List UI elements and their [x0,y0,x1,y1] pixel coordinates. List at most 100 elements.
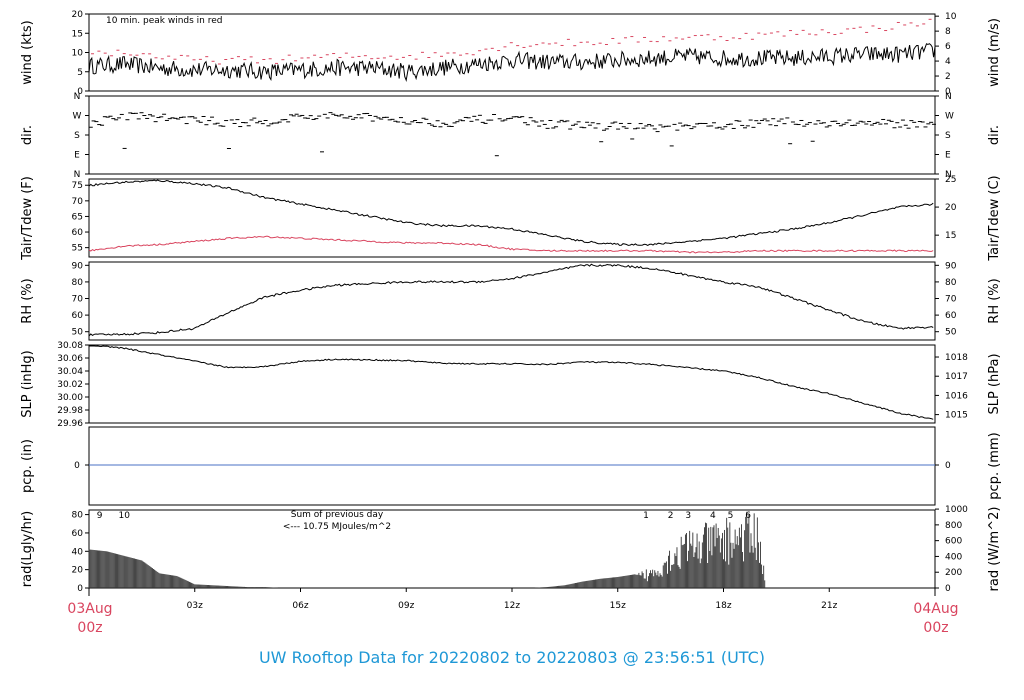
dir-ytick-right: E [945,151,951,161]
rh-ytick-right: 70 [945,295,957,305]
radiation-hour-marker: 5 [728,511,734,521]
rh-ytick-right: 80 [945,278,957,288]
dir-ytick-right: S [945,131,951,141]
temperature-ytick-left: 55 [72,244,83,254]
precip-ylabel-right: pcp. (mm) [987,432,1002,499]
radiation-ytick-right: 200 [945,568,962,578]
pressure-ytick-left: 30.08 [57,341,83,351]
left-date: 03Aug [67,601,113,617]
wind-annotation: 10 min. peak winds in red [106,16,223,26]
rh-ylabel-right: RH (%) [987,278,1002,323]
rh-line [88,263,934,337]
wind-ylabel-right: wind (m/s) [987,18,1002,87]
rh-ytick-left: 80 [72,278,84,288]
radiation-frame [88,509,936,589]
wind-ytick-right: 4 [945,57,951,67]
wind-speed-line [88,43,936,83]
temperature-ytick-right: 25 [945,175,956,185]
precip-ytick-right: 0 [945,461,951,471]
wind-ytick-right: 6 [945,42,951,52]
pressure-ytick-left: 30.00 [57,393,83,403]
pressure-ytick-left: 29.98 [57,406,83,416]
x-tick-label: 03z [187,601,203,611]
dir-ytick-left: E [74,151,80,161]
right-hour: 00z [923,620,949,636]
pressure-ytick-right: 1017 [945,372,968,382]
radiation-annotation-line1: Sum of previous day [291,510,384,520]
rh-ytick-right: 50 [945,328,957,338]
pressure-line [89,345,934,420]
wind-ytick-left: 0 [77,87,83,97]
wind-ytick-right: 0 [945,87,951,97]
footer-title: UW Rooftop Data for 20220802 to 20220803… [258,648,766,667]
left-date-label: 03Aug 00z [62,600,118,638]
dir-frame [88,95,936,175]
radiation-ylabel-left: rad(Lgly/hr) [20,511,35,587]
dir-ytick-left: N [74,92,81,102]
radiation-hour-marker: 3 [685,511,691,521]
radiation-hour-marker: 6 [745,511,751,521]
radiation-ytick-right: 800 [945,521,962,531]
left-hour: 00z [77,620,103,636]
dir-ytick-right: N [945,92,952,102]
x-tick-label: 15z [610,601,626,611]
dir-ytick-left: N [74,170,81,180]
dew-point-line [88,235,934,254]
radiation-hour-marker: 4 [710,511,716,521]
temperature-ylabel-right: Tair/Tdew (C) [987,175,1002,261]
dir-ylabel-left: dir. [20,125,35,145]
pressure-ylabel-right: SLP (hPa) [987,353,1002,414]
pressure-ytick-left: 30.04 [57,367,83,377]
radiation-ytick-left: 20 [72,566,84,576]
dir-ytick-right: W [945,112,954,122]
temperature-ytick-right: 20 [945,203,957,213]
temperature-ytick-left: 65 [72,212,83,222]
rh-frame [88,261,936,341]
rh-ylabel-left: RH (%) [20,278,35,323]
radiation-ytick-left: 40 [72,547,84,557]
radiation-hour-marker: 1 [643,511,649,521]
x-tick-label: 21z [821,601,837,611]
x-tick-label: 06z [292,601,308,611]
rh-ytick-right: 90 [945,261,957,271]
temperature-ytick-left: 60 [72,228,84,238]
precip-frame [88,426,936,506]
right-date: 04Aug [913,601,959,617]
wind-ytick-left: 15 [72,29,83,39]
temperature-ytick-left: 70 [72,197,84,207]
radiation-ytick-left: 80 [72,511,84,521]
radiation-annotation-line2: <--- 10.75 MJoules/m^2 [283,522,391,532]
dir-ytick-left: S [74,131,80,141]
pressure-ytick-right: 1016 [945,391,968,401]
pressure-ytick-right: 1018 [945,353,968,363]
pressure-ytick-left: 29.96 [57,419,83,429]
temperature-ytick-left: 75 [72,181,83,191]
radiation-hour-marker: 10 [119,511,131,521]
radiation-ytick-right: 1000 [945,505,968,515]
radiation-ytick-right: 400 [945,552,962,562]
pressure-ytick-right: 1015 [945,411,968,421]
precip-ytick-left: 0 [74,461,80,471]
radiation-ytick-right: 0 [945,584,951,594]
wind-ytick-left: 20 [72,10,84,20]
temperature-frame [88,178,936,258]
rh-ytick-left: 70 [72,295,84,305]
pressure-ytick-left: 30.06 [57,354,83,364]
wind-ylabel-left: wind (kts) [20,20,35,84]
wind-ytick-right: 2 [945,72,951,82]
wind-ytick-right: 8 [945,27,951,37]
x-tick-label: 18z [715,601,731,611]
rh-ytick-right: 60 [945,311,957,321]
temperature-ylabel-left: Tair/Tdew (F) [20,176,35,261]
precip-ylabel-left: pcp. (in) [20,439,35,493]
rh-ytick-left: 50 [72,328,84,338]
radiation-ylabel-right: rad (W/m^2) [987,507,1002,592]
dir-ytick-right: N [945,170,952,180]
pressure-ytick-left: 30.02 [57,380,83,390]
temperature-ytick-right: 15 [945,231,956,241]
pressure-ylabel-left: SLP (inHg) [20,350,35,418]
wind-ytick-left: 10 [72,49,84,59]
radiation-ytick-right: 600 [945,537,962,547]
pressure-frame [88,344,936,424]
